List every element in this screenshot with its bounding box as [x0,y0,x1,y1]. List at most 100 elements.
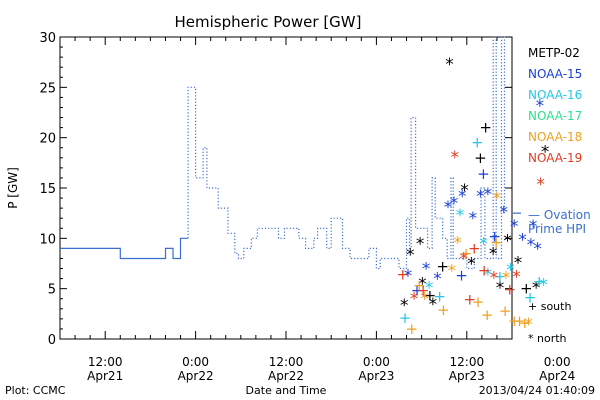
satellite-point-north: * [454,233,463,253]
y-tick-label: 20 [39,132,56,147]
satellite-point-north: * [518,230,527,250]
satellite-point-north: * [479,234,488,254]
satellite-point-north: * [418,275,427,295]
y-axis: 0 5 10 15 20 25 30 [39,31,512,348]
x-tick-label-time: 0:00 [544,355,571,369]
satellite-point-north: * [410,290,419,310]
legend-entry: NOAA-15 [528,67,582,81]
satellite-point-south: + [413,277,426,295]
satellite-point-south: + [481,306,494,324]
satellite-point-south: + [471,134,484,152]
x-tick-label-time: 12:00 [88,355,123,369]
y-tick-label: 15 [39,182,56,197]
y-tick-label: 25 [39,81,56,96]
satellite-point-north: * [499,203,508,223]
satellite-point-north: * [484,185,493,205]
satellite-point-south: + [464,291,477,309]
satellite-point-south: + [499,302,512,320]
legend-entry: NOAA-17 [528,109,582,123]
satellite-point-north: * [536,96,545,116]
satellite-point-south: + [468,239,481,257]
satellite-point-north: * [469,209,478,229]
hemisphere-key-north: * north [528,332,567,345]
satellite-point-south: + [411,282,424,300]
satellite-point-north: * [524,315,533,335]
legend-entry: METP-02 [528,46,580,60]
satellite-point-south: + [520,280,533,298]
satellite-point-north: * [406,245,415,265]
satellite-point-north: * [456,206,465,226]
legend-entry: NOAA-16 [528,88,582,102]
satellite-points-layer: ****+***++****+ ***+*+**** ***+*+*******++… [396,55,549,338]
y-tick-label: 10 [39,232,56,247]
satellite-point-south: + [436,258,449,276]
ovation-line-solid [60,237,189,260]
satellite-point-north: * [493,189,502,209]
satellite-point-north: * [489,244,498,264]
ovation-label-line1: — Ovation [528,208,591,222]
satellite-point-north: * [444,198,453,218]
x-axis-label: Date and Time [246,384,327,397]
satellite-point-north: * [425,279,434,299]
satellite-point-south: + [503,281,516,299]
satellite-point-south: + [455,267,468,285]
y-tick-label: 0 [48,333,56,348]
satellite-point-south: + [494,268,507,286]
satellite-point-south: + [417,282,430,300]
satellite-point-north: * [514,253,523,273]
satellite-point-north: * [447,262,456,282]
legend-entry: NOAA-19 [528,151,582,165]
satellite-point-south: + [519,314,532,332]
satellite-point-south: + [474,149,487,167]
satellite-point-north: * [458,187,467,207]
satellite-point-south: + [396,266,409,284]
satellite-point-south: + [424,287,437,305]
hemisphere-key-south: + south [528,300,571,313]
satellite-point-north: * [420,290,429,310]
x-tick-label-time: 0:00 [363,355,390,369]
satellite-point-north: * [527,235,536,255]
x-axis: 12:00Apr210:00Apr2212:00Apr220:00Apr2312… [59,37,575,383]
satellite-point-south: + [433,288,446,306]
satellite-point-south: + [477,165,490,183]
satellite-point-north: * [502,269,511,289]
chart-title: Hemispheric Power [GW] [175,13,362,31]
satellite-point-north: * [400,296,409,316]
satellite-point-south: + [460,244,473,262]
ovation-line-dotted [187,36,506,270]
satellite-point-north: * [529,217,538,237]
satellite-point-south: + [478,262,491,280]
satellite-point-north: * [541,143,550,163]
x-tick-label-date: Apr23 [358,369,394,383]
satellite-point-south: + [533,273,546,291]
satellite-point-north: * [532,279,541,299]
x-tick-label-date: Apr22 [268,369,304,383]
satellite-point-south: + [488,227,501,245]
satellite-point-north: * [422,260,431,280]
satellite-point-north: * [510,217,519,237]
satellite-point-north: * [533,239,542,259]
plot-credit: Plot: CCMC [5,384,66,397]
satellite-point-north: * [467,254,476,274]
satellite-point-south: + [490,233,503,251]
x-tick-label-date: Apr24 [539,369,575,383]
plot-timestamp: 2013/04/24 01:40:09 [479,384,595,397]
satellite-point-north: * [450,148,459,168]
satellite-point-south: + [524,289,537,307]
legend: METP-02 NOAA-15 NOAA-16 NOAA-17 NOAA-18 NOAA-… [528,46,582,165]
x-tick-label-time: 12:00 [269,355,304,369]
satellite-point-north: * [429,295,438,315]
satellite-point-north: * [490,269,499,289]
satellite-point-north: * [450,194,459,214]
y-tick-label: 5 [48,283,56,298]
y-tick-label: 30 [39,31,56,46]
satellite-point-north: * [512,268,521,288]
satellite-point-north: * [460,181,469,201]
satellite-point-north: * [496,279,505,299]
satellite-point-north: * [536,175,545,195]
satellite-point-north: * [416,234,425,254]
ovation-label-line2: Prime HPI [528,222,586,236]
x-tick-label-date: Apr21 [87,369,123,383]
satellite-point-north: * [506,261,515,281]
